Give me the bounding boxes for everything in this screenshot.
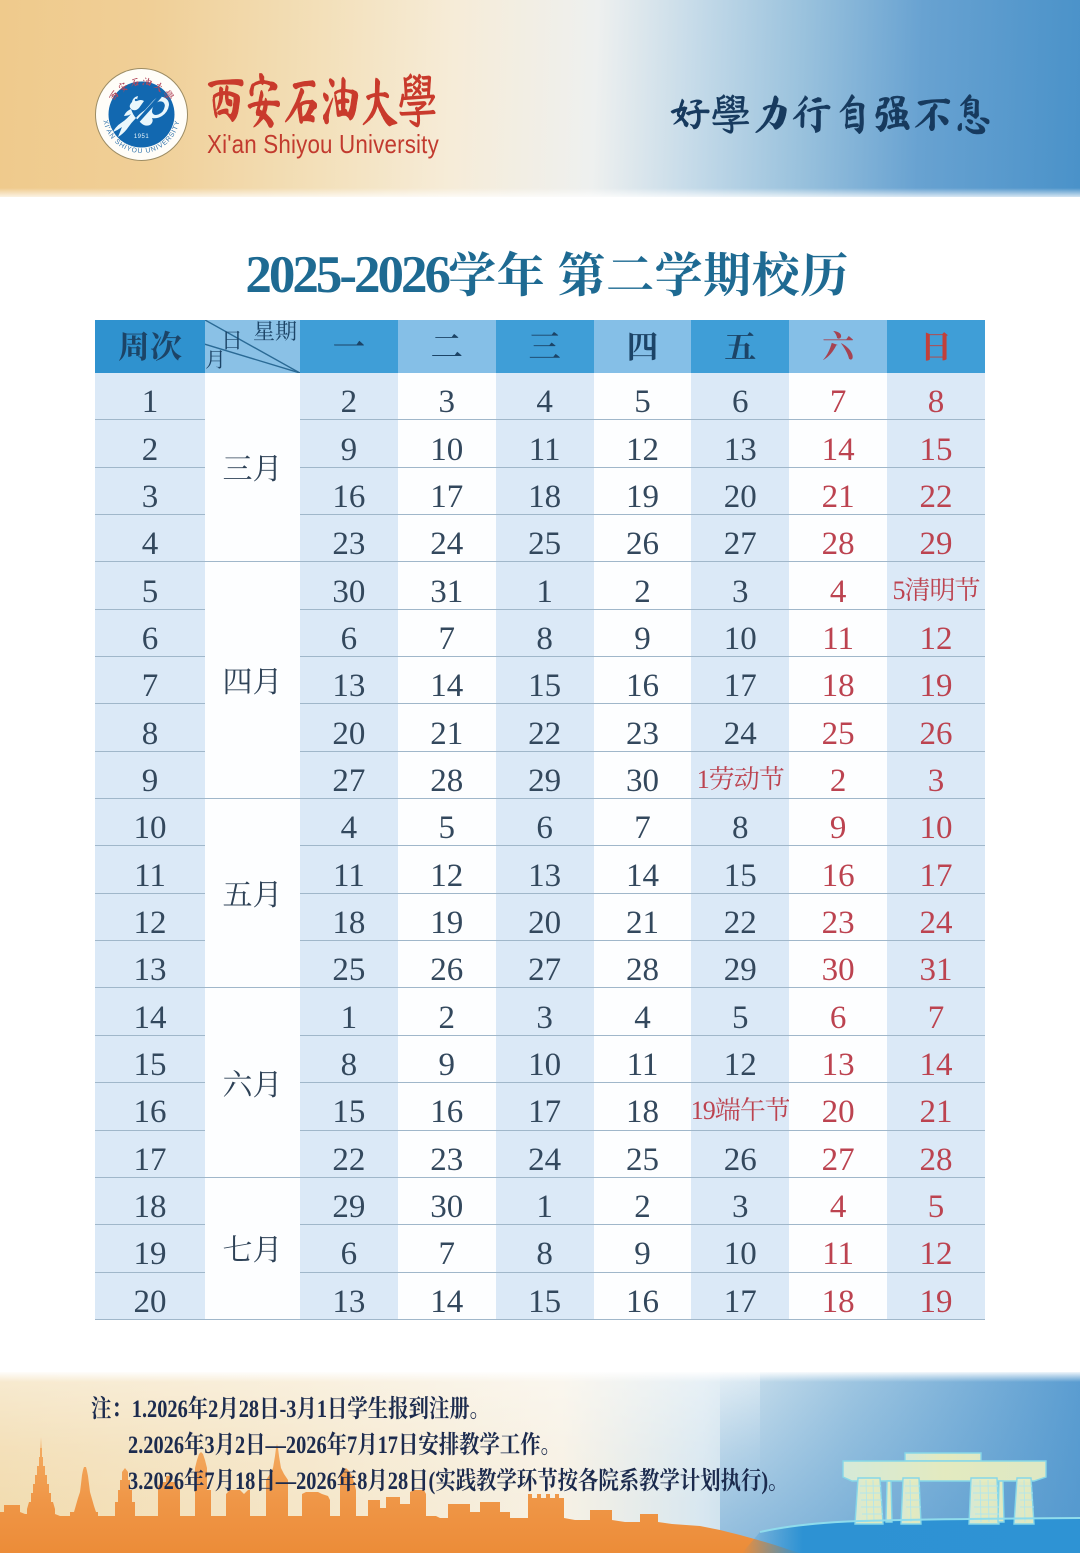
svg-text:1951: 1951 [134, 134, 150, 140]
